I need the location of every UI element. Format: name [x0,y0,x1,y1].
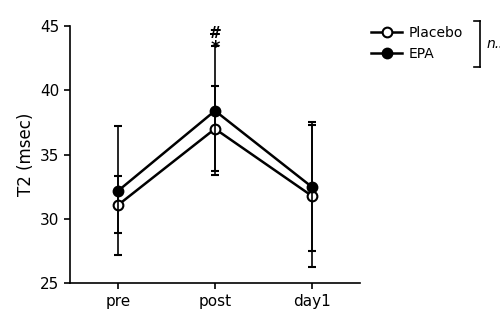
Text: #: # [208,26,222,41]
Text: *: * [210,39,220,57]
Text: n.s.: n.s. [486,37,500,51]
Legend: Placebo, EPA: Placebo, EPA [366,21,469,67]
Y-axis label: T2 (msec): T2 (msec) [16,113,34,196]
